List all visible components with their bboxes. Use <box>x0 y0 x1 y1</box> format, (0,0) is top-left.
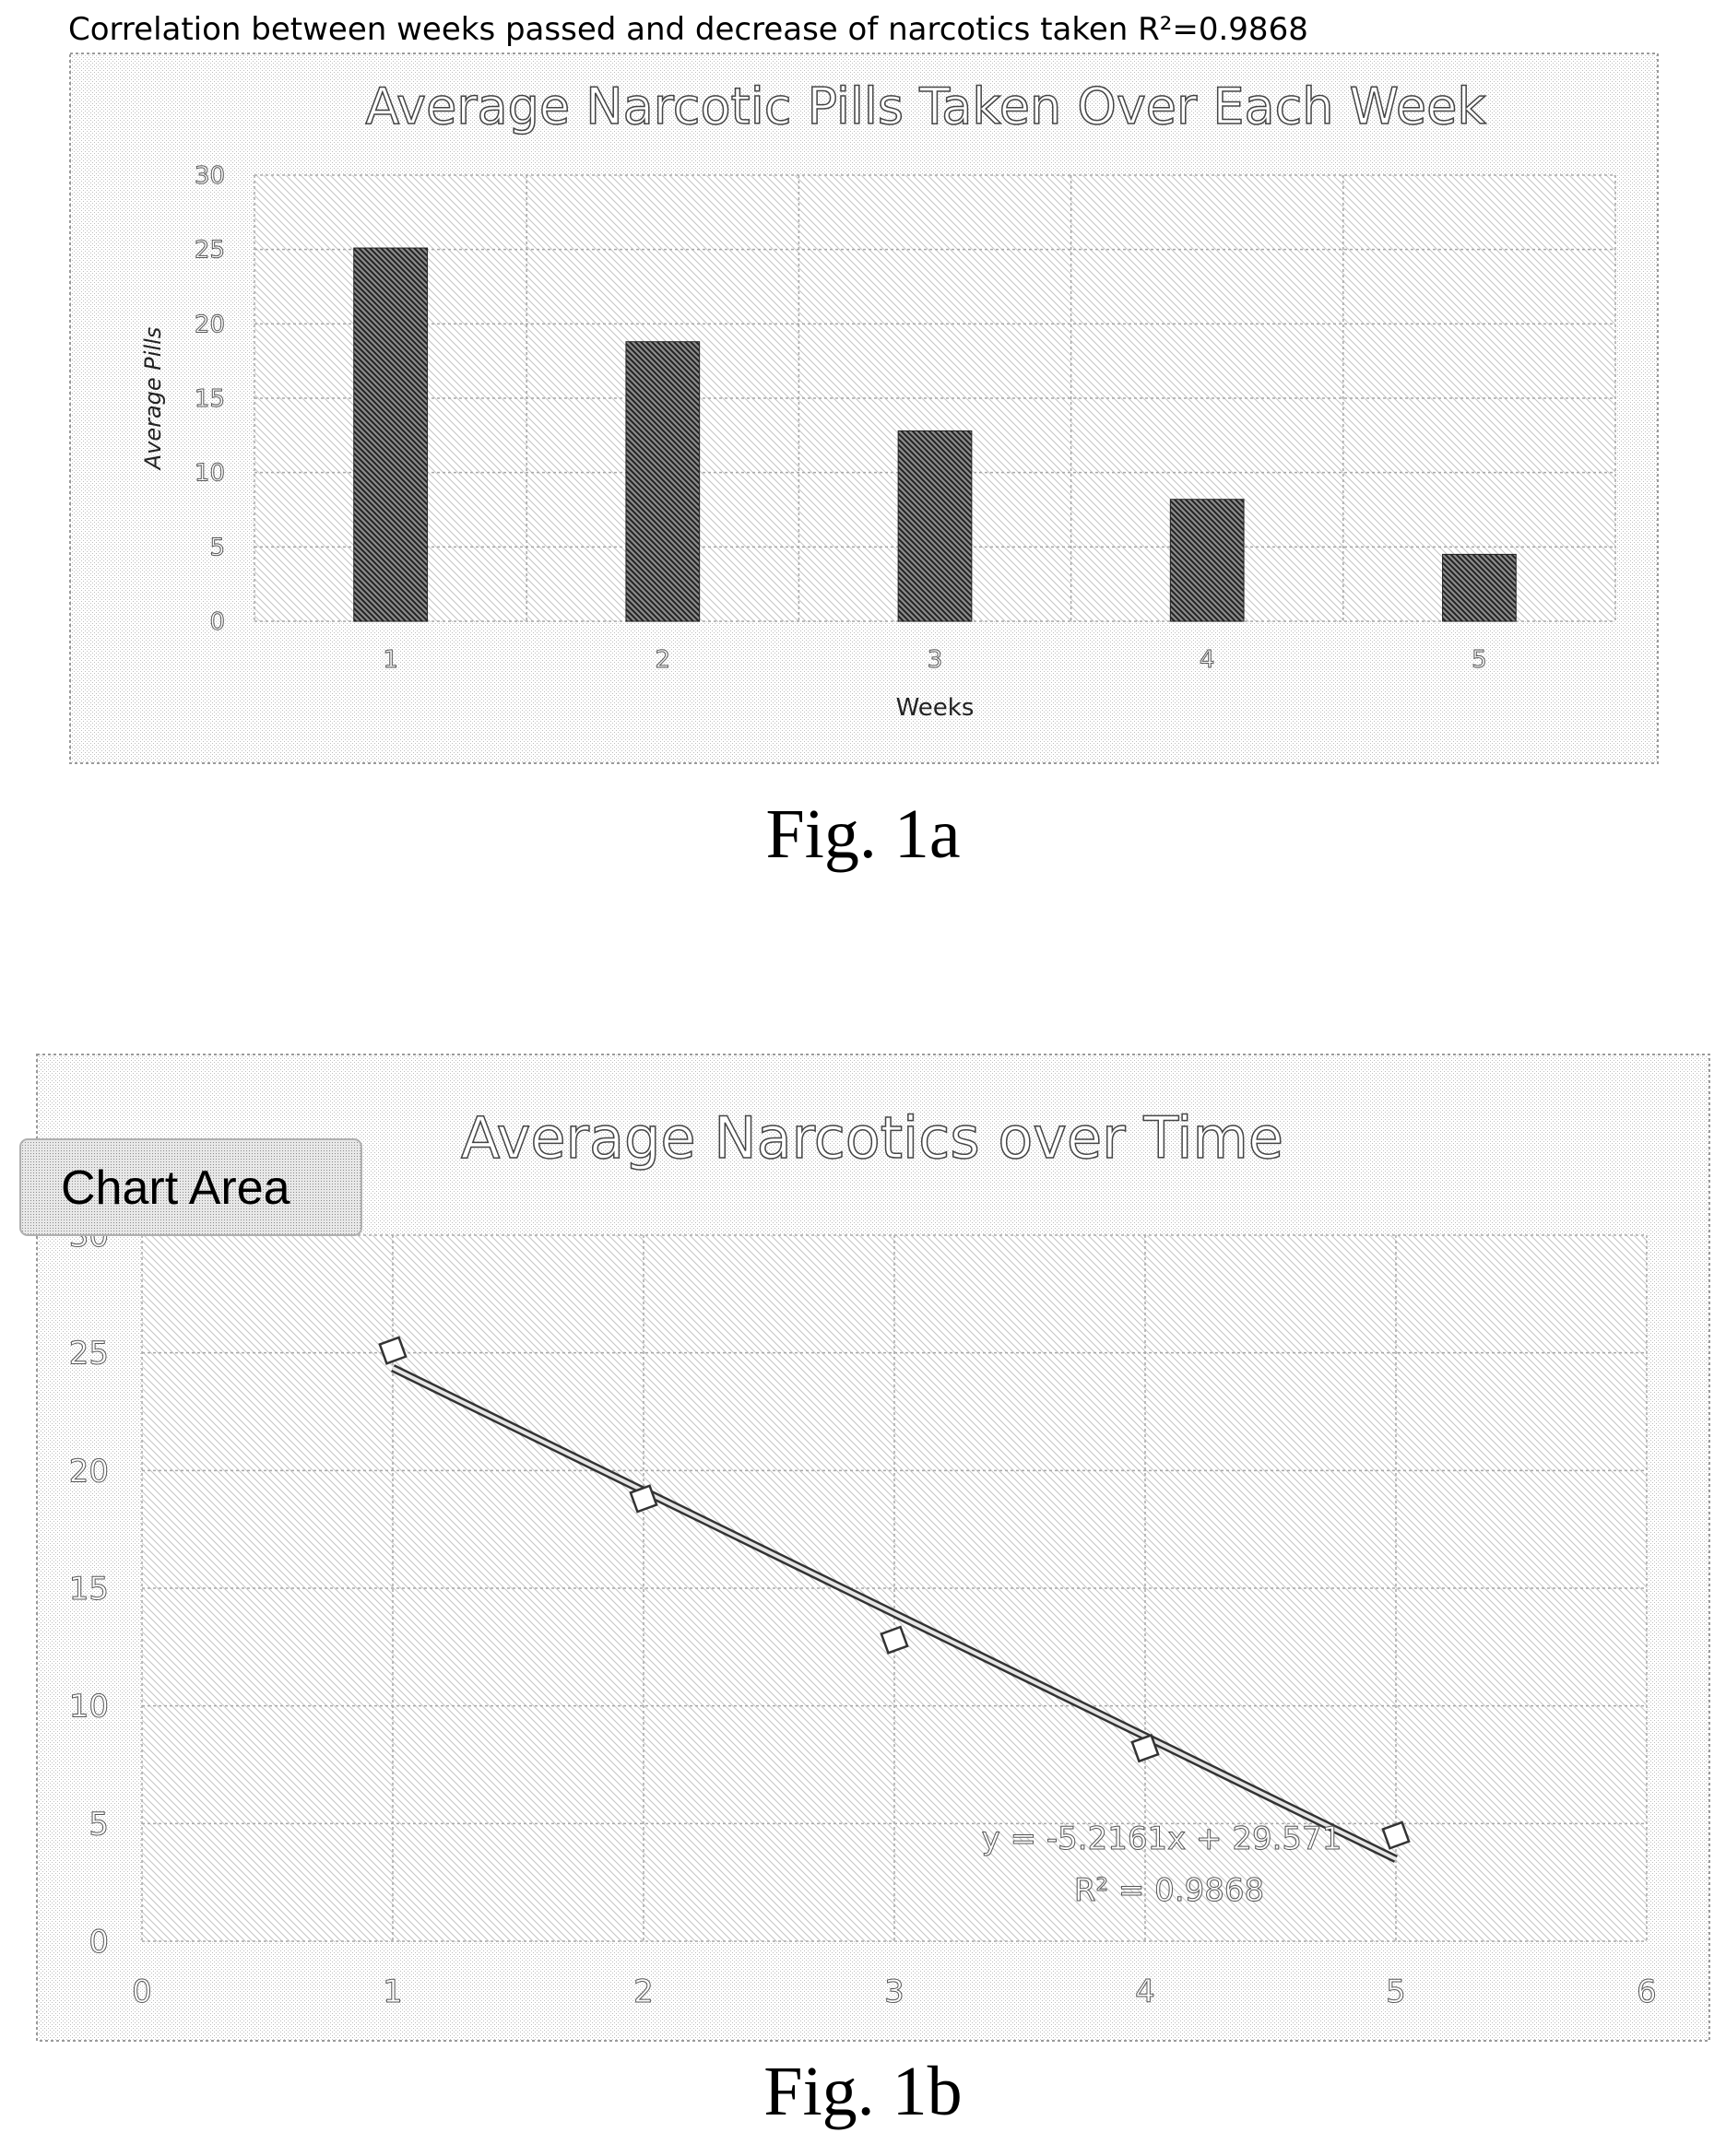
bar-y-tick-label: 25 <box>195 237 225 265</box>
bar-x-tick-label: 5 <box>1472 646 1487 674</box>
bar-chart-title: Average Narcotic Pills Taken Over Each W… <box>365 77 1486 135</box>
scatter-chart: Average Narcotics over Time 051015202530… <box>19 1054 1710 2042</box>
bar-series <box>353 247 1517 622</box>
scatter-y-tick-label: 0 <box>89 1924 109 1961</box>
scatter-x-tick-label: 6 <box>1637 1973 1657 2010</box>
scatter-y-tick-label: 15 <box>69 1571 109 1608</box>
chart-area-tooltip-box <box>19 1138 362 1236</box>
bar-y-tick-label: 10 <box>195 460 225 488</box>
bar-x-tick-label: 1 <box>383 646 398 674</box>
bar-week-5 <box>1442 553 1517 622</box>
bar-x-tick-label: 3 <box>928 646 943 674</box>
scatter-y-tick-label: 25 <box>69 1336 109 1373</box>
scatter-y-tick-label: 5 <box>89 1806 109 1843</box>
bar-week-4 <box>1169 499 1245 622</box>
scatter-x-tick-label: 2 <box>633 1973 654 2010</box>
bar-y-tick-label: 0 <box>209 608 225 636</box>
bar-x-tick-label: 4 <box>1200 646 1215 674</box>
scatter-point-week-4 <box>1130 1733 1160 1763</box>
bar-y-tick-label: 5 <box>209 534 225 561</box>
bar-y-tick-label: 20 <box>195 311 225 338</box>
scatter-point-week-2 <box>629 1484 658 1514</box>
scatter-x-ticks: 0 1 2 3 4 5 6 <box>132 1973 1658 2011</box>
bar-y-tick-label: 15 <box>195 385 225 413</box>
trendline-equation: y = -5.2161x + 29.571 <box>982 1820 1342 1857</box>
bar-week-3 <box>897 430 973 622</box>
scatter-x-tick-label: 4 <box>1135 1973 1155 2010</box>
scatter-x-tick-label: 5 <box>1386 1973 1406 2010</box>
bar-y-axis-title: Average Pills <box>140 327 166 472</box>
chart-area-tooltip: Chart Area <box>19 1138 362 1236</box>
bar-week-1 <box>353 247 428 622</box>
scatter-x-tick-label: 3 <box>884 1973 904 2010</box>
bar-y-tick-label: 30 <box>195 162 225 190</box>
figure-1a-caption: Fig. 1a <box>765 795 961 873</box>
trendline-r-squared: R² = 0.9868 <box>1074 1872 1264 1909</box>
trendline <box>391 1364 1398 1863</box>
chart-area-tooltip-label: Chart Area <box>61 1161 290 1215</box>
bar-week-2 <box>625 341 701 622</box>
bar-x-tick-label: 2 <box>656 646 671 674</box>
scatter-y-tick-label: 20 <box>69 1453 109 1490</box>
scatter-x-tick-label: 1 <box>383 1973 403 2010</box>
bar-x-axis-title: Weeks <box>896 694 975 722</box>
figure-1b-caption: Fig. 1b <box>763 2053 963 2130</box>
scatter-point-week-3 <box>880 1625 909 1655</box>
scatter-series <box>378 1336 1411 1850</box>
trendline-inner <box>392 1366 1397 1861</box>
bar-y-ticks: 0 5 10 15 20 25 30 <box>194 162 225 637</box>
scatter-x-tick-label: 0 <box>132 1973 152 2010</box>
figure-heading: Correlation between weeks passed and dec… <box>68 11 1308 48</box>
scatter-point-week-5 <box>1381 1820 1411 1850</box>
bar-x-ticks: 1 2 3 4 5 <box>383 646 1487 675</box>
scatter-point-week-1 <box>378 1336 408 1365</box>
bar-chart: Average Narcotic Pills Taken Over Each W… <box>69 53 1659 764</box>
scatter-y-tick-label: 10 <box>69 1689 109 1726</box>
scatter-chart-title: Average Narcotics over Time <box>461 1104 1283 1172</box>
